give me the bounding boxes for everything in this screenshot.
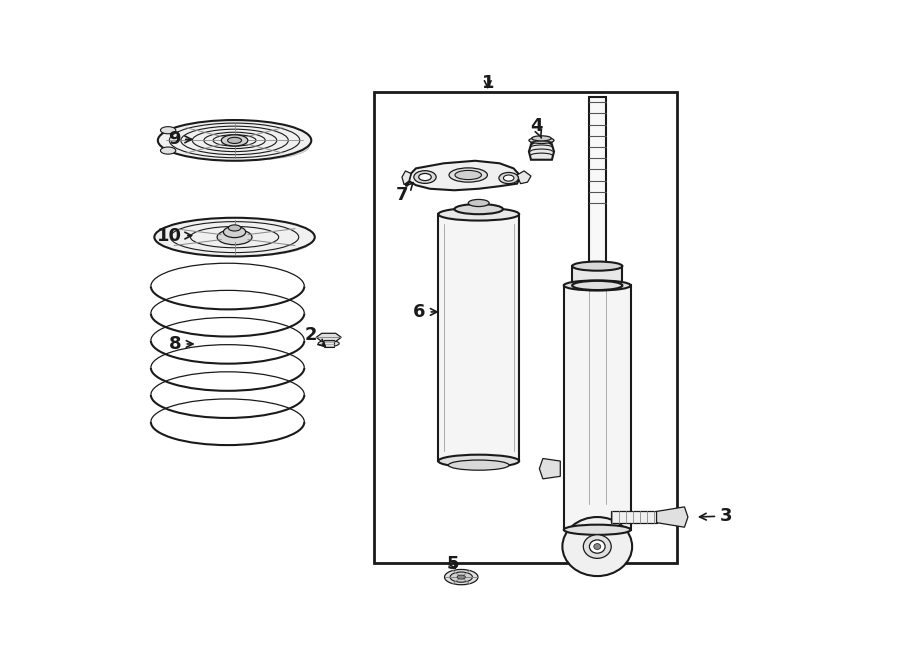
Ellipse shape (414, 171, 436, 183)
Polygon shape (657, 507, 688, 527)
Text: 10: 10 (158, 227, 192, 245)
Polygon shape (402, 171, 411, 184)
Text: 4: 4 (530, 117, 543, 138)
Polygon shape (529, 140, 554, 160)
Ellipse shape (229, 225, 241, 231)
Ellipse shape (499, 173, 518, 184)
Ellipse shape (454, 204, 503, 214)
Ellipse shape (160, 147, 176, 154)
Ellipse shape (171, 132, 310, 161)
Bar (563, 286, 631, 529)
Bar (438, 214, 519, 461)
Ellipse shape (223, 227, 246, 237)
Ellipse shape (160, 127, 176, 134)
Text: 6: 6 (413, 303, 437, 321)
Ellipse shape (572, 262, 623, 271)
Ellipse shape (228, 137, 241, 143)
Ellipse shape (529, 137, 554, 143)
Ellipse shape (166, 227, 310, 256)
Bar (374, 92, 678, 563)
Text: 8: 8 (169, 335, 193, 353)
Ellipse shape (532, 136, 551, 141)
Ellipse shape (418, 173, 431, 180)
Text: 2: 2 (305, 326, 325, 346)
Ellipse shape (448, 460, 509, 470)
Bar (611, 512, 657, 523)
Ellipse shape (572, 281, 623, 290)
Ellipse shape (449, 168, 488, 182)
Ellipse shape (450, 572, 472, 582)
Polygon shape (316, 333, 341, 342)
Ellipse shape (583, 535, 611, 559)
Text: 1: 1 (482, 74, 494, 92)
Ellipse shape (217, 229, 252, 245)
Ellipse shape (468, 200, 490, 207)
Text: 3: 3 (699, 507, 733, 525)
Ellipse shape (158, 120, 311, 161)
Polygon shape (539, 459, 561, 479)
Bar (589, 97, 606, 280)
Ellipse shape (503, 175, 514, 181)
Text: 9: 9 (167, 130, 192, 148)
Ellipse shape (590, 540, 605, 553)
Ellipse shape (455, 171, 482, 180)
Ellipse shape (155, 217, 315, 256)
Ellipse shape (594, 543, 601, 549)
Ellipse shape (563, 280, 631, 291)
Polygon shape (405, 161, 520, 190)
Ellipse shape (438, 455, 519, 467)
Ellipse shape (445, 570, 478, 585)
Ellipse shape (563, 525, 631, 535)
Text: 7: 7 (396, 182, 413, 204)
Bar (324, 340, 334, 346)
Ellipse shape (457, 575, 465, 579)
Ellipse shape (221, 135, 248, 146)
Polygon shape (517, 171, 531, 184)
Ellipse shape (562, 517, 632, 576)
Ellipse shape (438, 208, 519, 221)
Bar (572, 266, 623, 286)
Ellipse shape (319, 340, 339, 346)
Text: 5: 5 (446, 555, 459, 573)
